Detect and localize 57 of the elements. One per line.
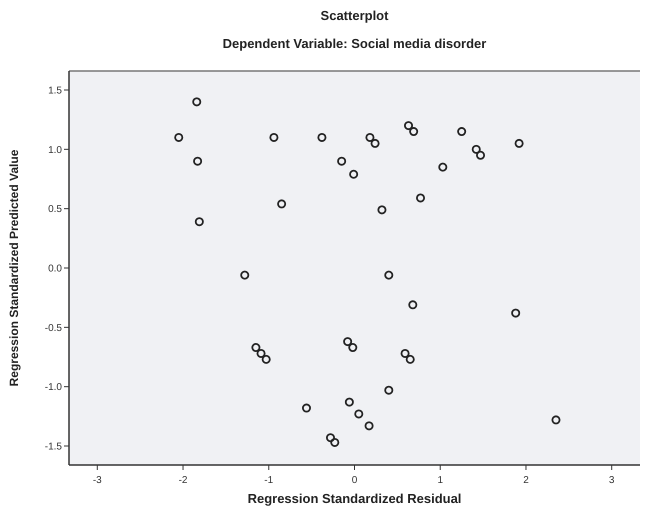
point [262, 354, 271, 364]
y-axis-title: Regression Standardized Predicted Value [7, 149, 21, 386]
point [344, 398, 354, 407]
point [317, 132, 326, 142]
chart-subtitle: Dependent Variable: Social media disorder [222, 36, 486, 51]
point [193, 156, 202, 166]
point [240, 270, 250, 280]
point [400, 348, 410, 358]
point [194, 217, 204, 226]
point [364, 421, 374, 430]
point [472, 144, 481, 154]
point [404, 121, 414, 130]
point [384, 270, 394, 280]
point [354, 409, 364, 418]
y-tick-label: -1.0 [44, 382, 62, 394]
y-tick-label: -0.5 [44, 322, 62, 334]
point [514, 138, 524, 148]
point [511, 308, 520, 318]
y-tick-label: -1.5 [44, 442, 62, 453]
point [370, 138, 380, 148]
y-tick-label: 0.0 [48, 264, 62, 274]
point [302, 404, 311, 413]
point [277, 199, 286, 208]
point [416, 193, 426, 202]
x-tick-label: 2 [523, 475, 530, 486]
point [326, 433, 335, 442]
point [337, 156, 346, 166]
point [408, 300, 418, 310]
y-tick-label: 1.0 [48, 144, 62, 156]
point [348, 343, 358, 352]
x-tick-label: 1 [437, 475, 444, 486]
point [476, 150, 486, 160]
point [438, 162, 448, 172]
x-tick-label: 0 [352, 475, 358, 486]
point [251, 343, 260, 352]
x-tick-label: -3 [92, 475, 102, 486]
chart-title: Scatterplot [320, 8, 390, 23]
point [384, 386, 394, 395]
x-tick-label: -1 [264, 475, 274, 486]
point [174, 132, 184, 142]
y-tick-label: 0.5 [48, 204, 62, 216]
point [269, 132, 278, 142]
point [256, 348, 266, 358]
point [192, 97, 202, 106]
x-tick-label: -2 [178, 475, 188, 486]
point [457, 127, 466, 136]
point [343, 337, 352, 346]
point [377, 205, 386, 214]
point [406, 354, 415, 364]
point [409, 127, 418, 136]
point [365, 132, 374, 142]
x-axis-title: Regression Standardized Residual [248, 491, 462, 506]
x-tick-label: 3 [608, 475, 615, 486]
point [330, 438, 340, 447]
point [551, 415, 560, 424]
y-tick-label: 1.5 [48, 85, 62, 96]
point [349, 170, 358, 179]
